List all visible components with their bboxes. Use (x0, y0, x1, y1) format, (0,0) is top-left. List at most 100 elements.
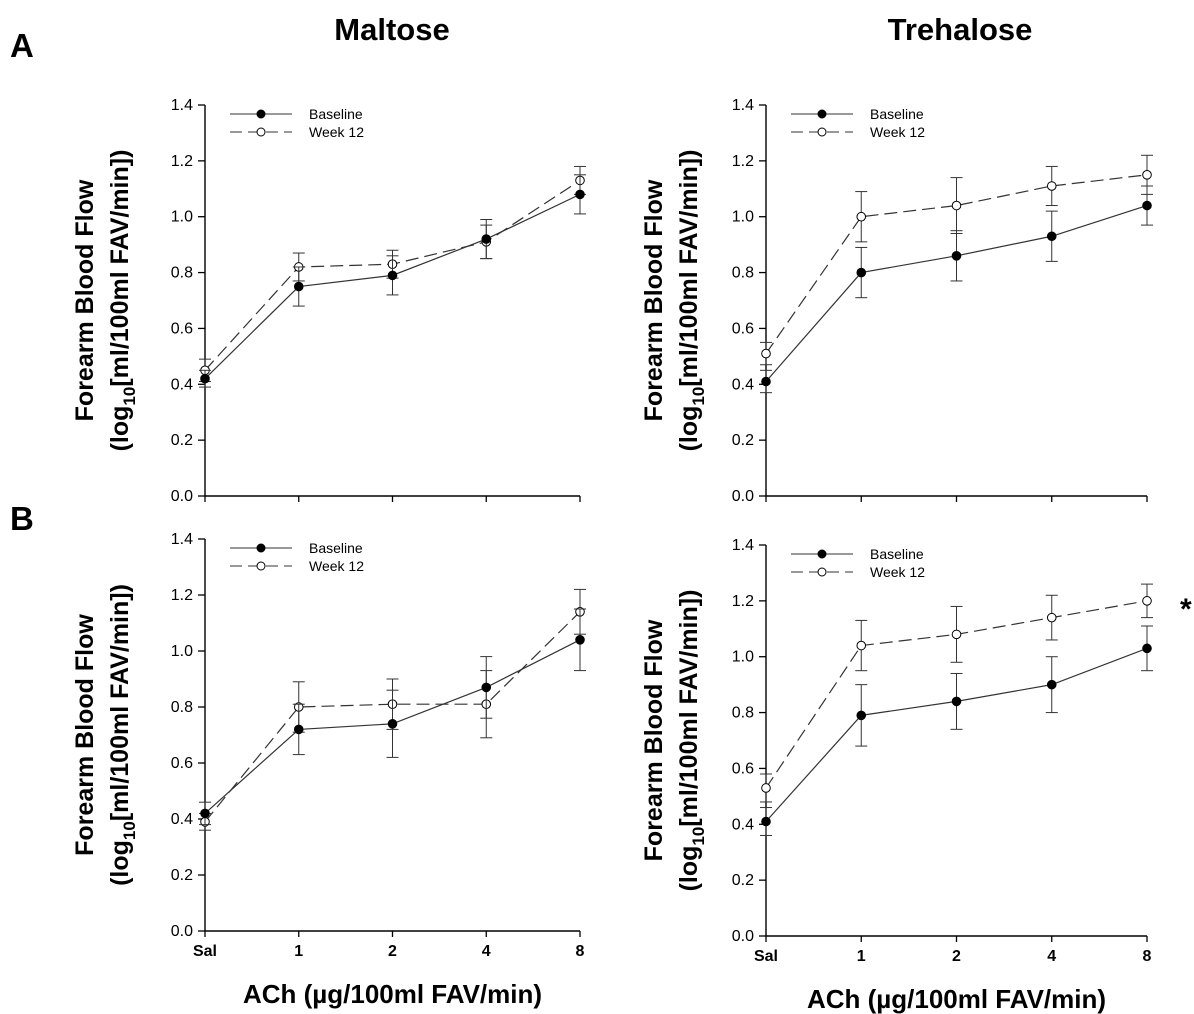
x-tick-label: Sal (754, 948, 778, 965)
y-tick-label: 0.2 (171, 867, 193, 884)
y-tick-label: 0.2 (732, 872, 754, 889)
data-point (951, 200, 962, 211)
x-axis-label: ACh (µg/100ml FAV/min) (243, 979, 542, 1009)
y-tick-label: 0.8 (732, 265, 754, 282)
chart-panel-b-trehalose: 0.0 0.2 0.4 0.6 0.8 1.0 1.2 1.4 Sal 1 2 4 8 Forearm B… (640, 537, 1192, 1014)
y-tick-label: 1.0 (171, 643, 193, 660)
data-point (387, 719, 398, 729)
legend-label: Baseline (309, 106, 363, 122)
x-tick-label: 4 (482, 943, 491, 960)
data-point (293, 724, 304, 735)
data-point (761, 816, 771, 827)
y-tick-label: 1.0 (732, 209, 754, 226)
data-point (200, 373, 210, 384)
data-point (481, 234, 492, 244)
series-line (204, 611, 581, 823)
row-label-a: A (10, 27, 34, 64)
y-tick-label: 0.4 (732, 376, 754, 393)
y-tick-label: 0.2 (171, 432, 193, 449)
legend-marker (256, 127, 266, 137)
legend-marker (256, 561, 266, 571)
y-tick-label: 1.2 (171, 587, 193, 604)
y-tick-label: 0.6 (732, 760, 754, 777)
data-point (1142, 643, 1152, 654)
data-point (1142, 596, 1152, 606)
data-point (575, 189, 585, 200)
data-point (761, 376, 771, 387)
y-tick-label: 0.8 (171, 699, 193, 716)
data-point (951, 251, 962, 261)
data-point (951, 696, 962, 707)
y-tick-label: 1.4 (732, 537, 754, 554)
data-point (761, 783, 771, 793)
y-tick-label: 0.4 (732, 816, 754, 833)
x-tick-label: Sal (193, 943, 217, 960)
y-tick-label: 0.6 (171, 755, 193, 772)
series-baseline (760, 185, 1153, 394)
data-point (856, 211, 867, 222)
legend-label: Week 12 (870, 124, 925, 140)
y-tick-label: 0.0 (171, 923, 193, 940)
data-point (200, 808, 210, 819)
data-point (481, 682, 492, 693)
y-axis-label: Forearm Blood Flow (640, 179, 668, 421)
significance-marker: * (1180, 593, 1192, 626)
y-tick-label: 0.8 (171, 265, 193, 282)
y-tick-label: 1.2 (732, 593, 754, 610)
series-baseline (199, 174, 586, 388)
legend-marker (817, 127, 827, 137)
y-tick-label: 0.4 (171, 376, 193, 393)
chart-panel-a-maltose: 0.0 0.2 0.4 0.6 0.8 1.0 1.2 1.4 Forearm Blood Fl… (71, 97, 586, 505)
y-tick-label: 1.0 (171, 209, 193, 226)
y-tick-label: 0.0 (732, 928, 754, 945)
legend-label: Baseline (309, 540, 363, 556)
data-point (951, 629, 962, 640)
legend-label: Baseline (870, 546, 924, 562)
y-axis-label: Forearm Blood Flow (71, 179, 99, 421)
y-axis-label: Forearm Blood Flow (640, 619, 668, 861)
y-axis-label-units: (log10[ml/100ml FAV/min]) (106, 150, 139, 452)
chart-panel-a-trehalose: 0.0 0.2 0.4 0.6 0.8 1.0 1.2 1.4 Forearm Blood Fl… (640, 97, 1153, 505)
chart-panel-b-maltose: 0.0 0.2 0.4 0.6 0.8 1.0 1.2 1.4 Sal 1 2 4 8 Forearm B… (71, 531, 586, 1009)
legend-label: Baseline (870, 106, 924, 122)
data-point (1142, 200, 1152, 211)
data-point (575, 635, 585, 645)
y-tick-label: 1.0 (732, 649, 754, 666)
data-point (1046, 181, 1057, 191)
series-baseline (199, 608, 586, 826)
y-tick-label: 1.4 (171, 97, 193, 114)
y-tick-label: 0.8 (732, 705, 754, 722)
legend-label: Week 12 (870, 564, 925, 580)
x-tick-label: 8 (1143, 948, 1152, 965)
legend-marker (817, 549, 827, 559)
y-axis-label-units: (log10[ml/100ml FAV/min]) (675, 150, 708, 452)
y-axis-label-units: (log10[ml/100ml FAV/min]) (675, 590, 708, 892)
series-week-12 (760, 583, 1153, 803)
y-tick-label: 0.0 (732, 488, 754, 505)
data-point (293, 281, 304, 292)
legend-marker (817, 109, 827, 119)
data-point (856, 640, 867, 651)
legend-marker (256, 109, 266, 119)
y-axis-label: Forearm Blood Flow (71, 614, 99, 856)
chart-panels: 0.0 0.2 0.4 0.6 0.8 1.0 1.2 1.4 Forearm Blood Fl… (71, 97, 1192, 1014)
data-point (387, 270, 398, 281)
series-baseline (760, 625, 1153, 836)
series-line (765, 174, 1148, 354)
data-point (856, 710, 867, 721)
data-point (856, 267, 867, 278)
x-tick-label: 1 (857, 948, 866, 965)
series-week-12 (760, 154, 1153, 366)
x-tick-label: 1 (294, 943, 303, 960)
legend-marker (256, 543, 266, 553)
data-point (761, 348, 771, 359)
legend-label: Week 12 (309, 124, 364, 140)
data-point (1046, 612, 1057, 623)
y-tick-label: 0.6 (732, 320, 754, 337)
data-point (1046, 231, 1057, 242)
data-point (1046, 679, 1057, 690)
row-label-b: B (10, 500, 34, 537)
y-axis-label-units: (log10[ml/100ml FAV/min]) (106, 584, 139, 886)
y-tick-label: 1.4 (732, 97, 754, 114)
x-tick-label: 2 (388, 943, 397, 960)
